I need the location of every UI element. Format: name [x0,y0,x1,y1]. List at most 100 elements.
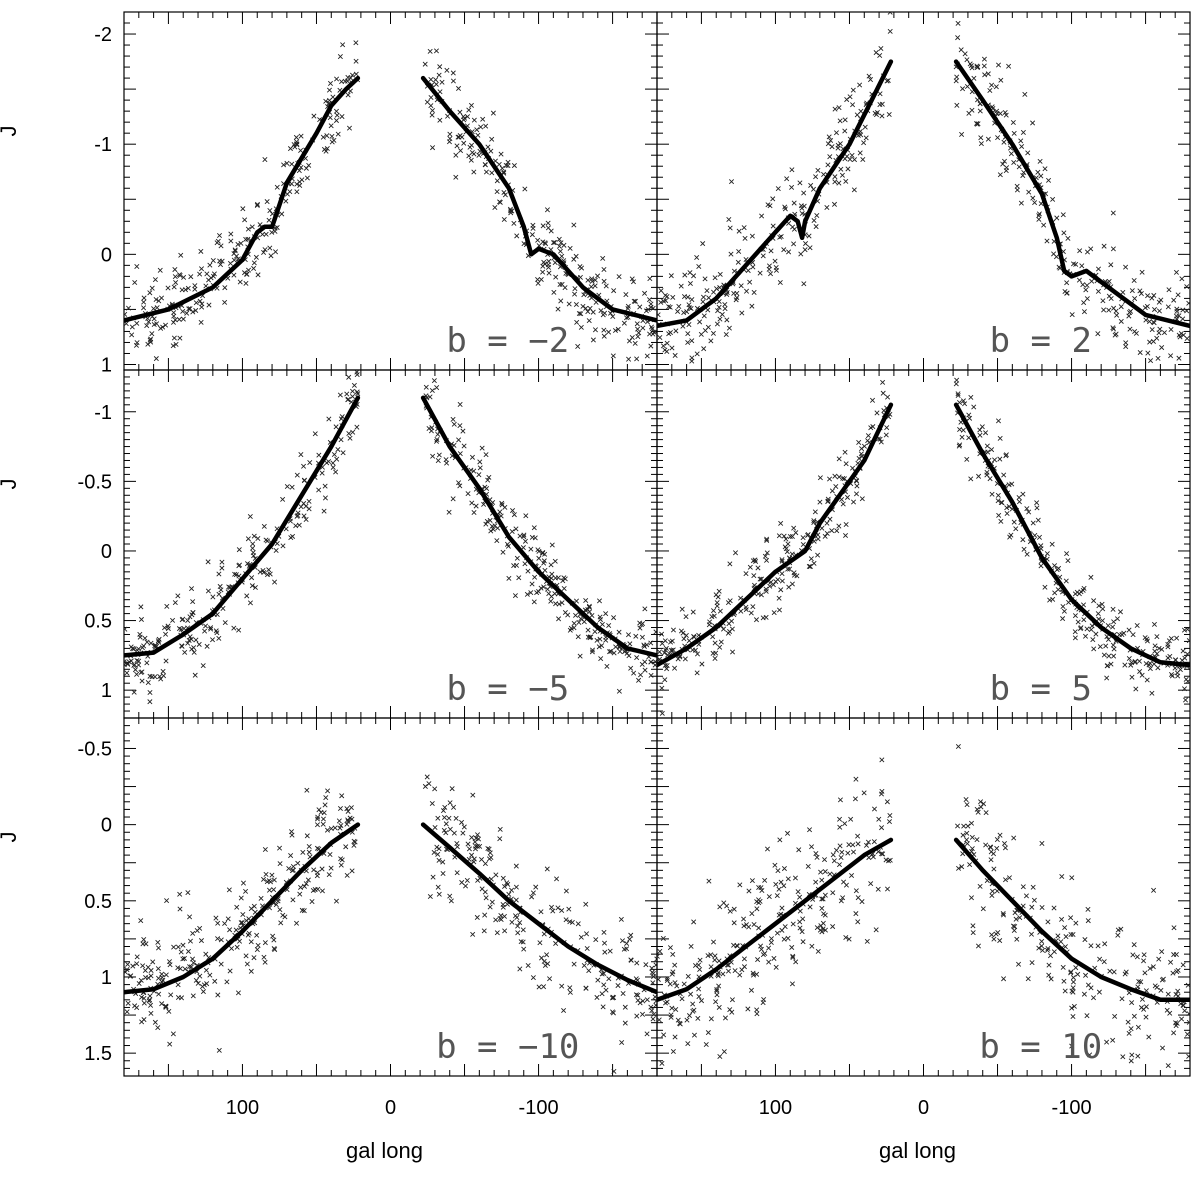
observed-point [1062,988,1068,994]
observed-point [639,634,645,640]
observed-point [806,563,812,569]
observed-point [471,859,477,865]
observed-point [1186,638,1190,644]
observed-point [517,966,523,972]
observed-point [1141,958,1147,964]
observed-point [426,781,432,787]
observed-point [785,876,791,882]
observed-point [873,927,879,933]
observed-point [1070,261,1077,267]
observed-point [741,225,747,231]
observed-point [670,627,676,633]
observed-point [717,285,723,291]
observed-point [677,1021,683,1027]
observed-point [1174,1020,1180,1026]
observed-point [590,309,596,315]
observed-point [1100,298,1106,304]
observed-point [1177,667,1183,673]
observed-point [717,644,723,650]
observed-point [685,973,691,979]
observed-point [245,932,251,938]
observed-point [441,827,447,833]
observed-point [592,629,598,635]
observed-point [782,206,788,212]
observed-point [839,172,845,178]
observed-point [503,162,509,168]
observed-point [218,587,224,593]
observed-point [347,88,353,94]
observed-point [653,998,657,1004]
observed-point [694,670,700,676]
observed-point [749,911,755,917]
observed-point [337,805,343,811]
observed-point [708,964,714,970]
observed-point [474,127,480,133]
observed-point [284,484,290,490]
observed-point [715,971,721,977]
observed-point [662,677,668,683]
observed-point [455,85,462,91]
observed-point [966,412,972,418]
observed-point [988,844,994,851]
observed-point [242,217,248,223]
observed-point [250,541,256,547]
observed-point [991,851,997,857]
observed-point [195,980,201,986]
observed-point [171,944,177,950]
observed-point [956,865,962,871]
observed-point [1130,632,1136,638]
panel-frame [656,369,1191,719]
observed-point [876,816,882,822]
observed-point [222,620,228,626]
observed-point [217,258,223,264]
observed-point [1181,627,1187,633]
observed-point [840,475,846,481]
observed-point [589,649,595,655]
observed-point [975,809,981,815]
observed-point [345,817,351,823]
observed-point [524,591,530,597]
observed-point [965,823,971,829]
observed-point [553,940,559,946]
observed-point [762,951,768,957]
observed-point [960,398,966,404]
observed-point [273,902,279,908]
observed-point [727,908,733,914]
observed-point [511,220,517,226]
observed-point [1065,558,1071,564]
observed-point [1070,1014,1076,1020]
observed-point [657,649,663,655]
observed-point [717,608,723,614]
observed-point [1037,158,1043,164]
observed-point [245,226,251,232]
observed-point [1120,289,1126,295]
observed-point [182,966,188,972]
observed-point [1129,1000,1135,1006]
observed-point [1152,983,1158,989]
observed-point [855,919,861,925]
observed-point [648,324,655,330]
observed-point [456,437,462,443]
observed-point [539,955,545,961]
observed-point [1069,1043,1075,1049]
observed-point [193,977,199,983]
observed-point [459,879,465,885]
observed-point [1081,309,1087,315]
observed-point [521,534,527,540]
observed-point [824,530,830,536]
observed-point [1143,661,1149,667]
observed-point [817,475,823,481]
observed-point [594,637,600,643]
observed-point [783,536,789,542]
observed-point [717,1053,723,1060]
observed-point [1035,169,1041,175]
observed-point [648,672,654,678]
observed-point [515,923,521,929]
observed-point [164,898,170,904]
observed-point [607,310,614,316]
observed-point [124,1009,130,1015]
observed-point [492,204,498,211]
observed-point [147,689,153,695]
observed-point [850,102,856,108]
observed-point [156,945,162,951]
